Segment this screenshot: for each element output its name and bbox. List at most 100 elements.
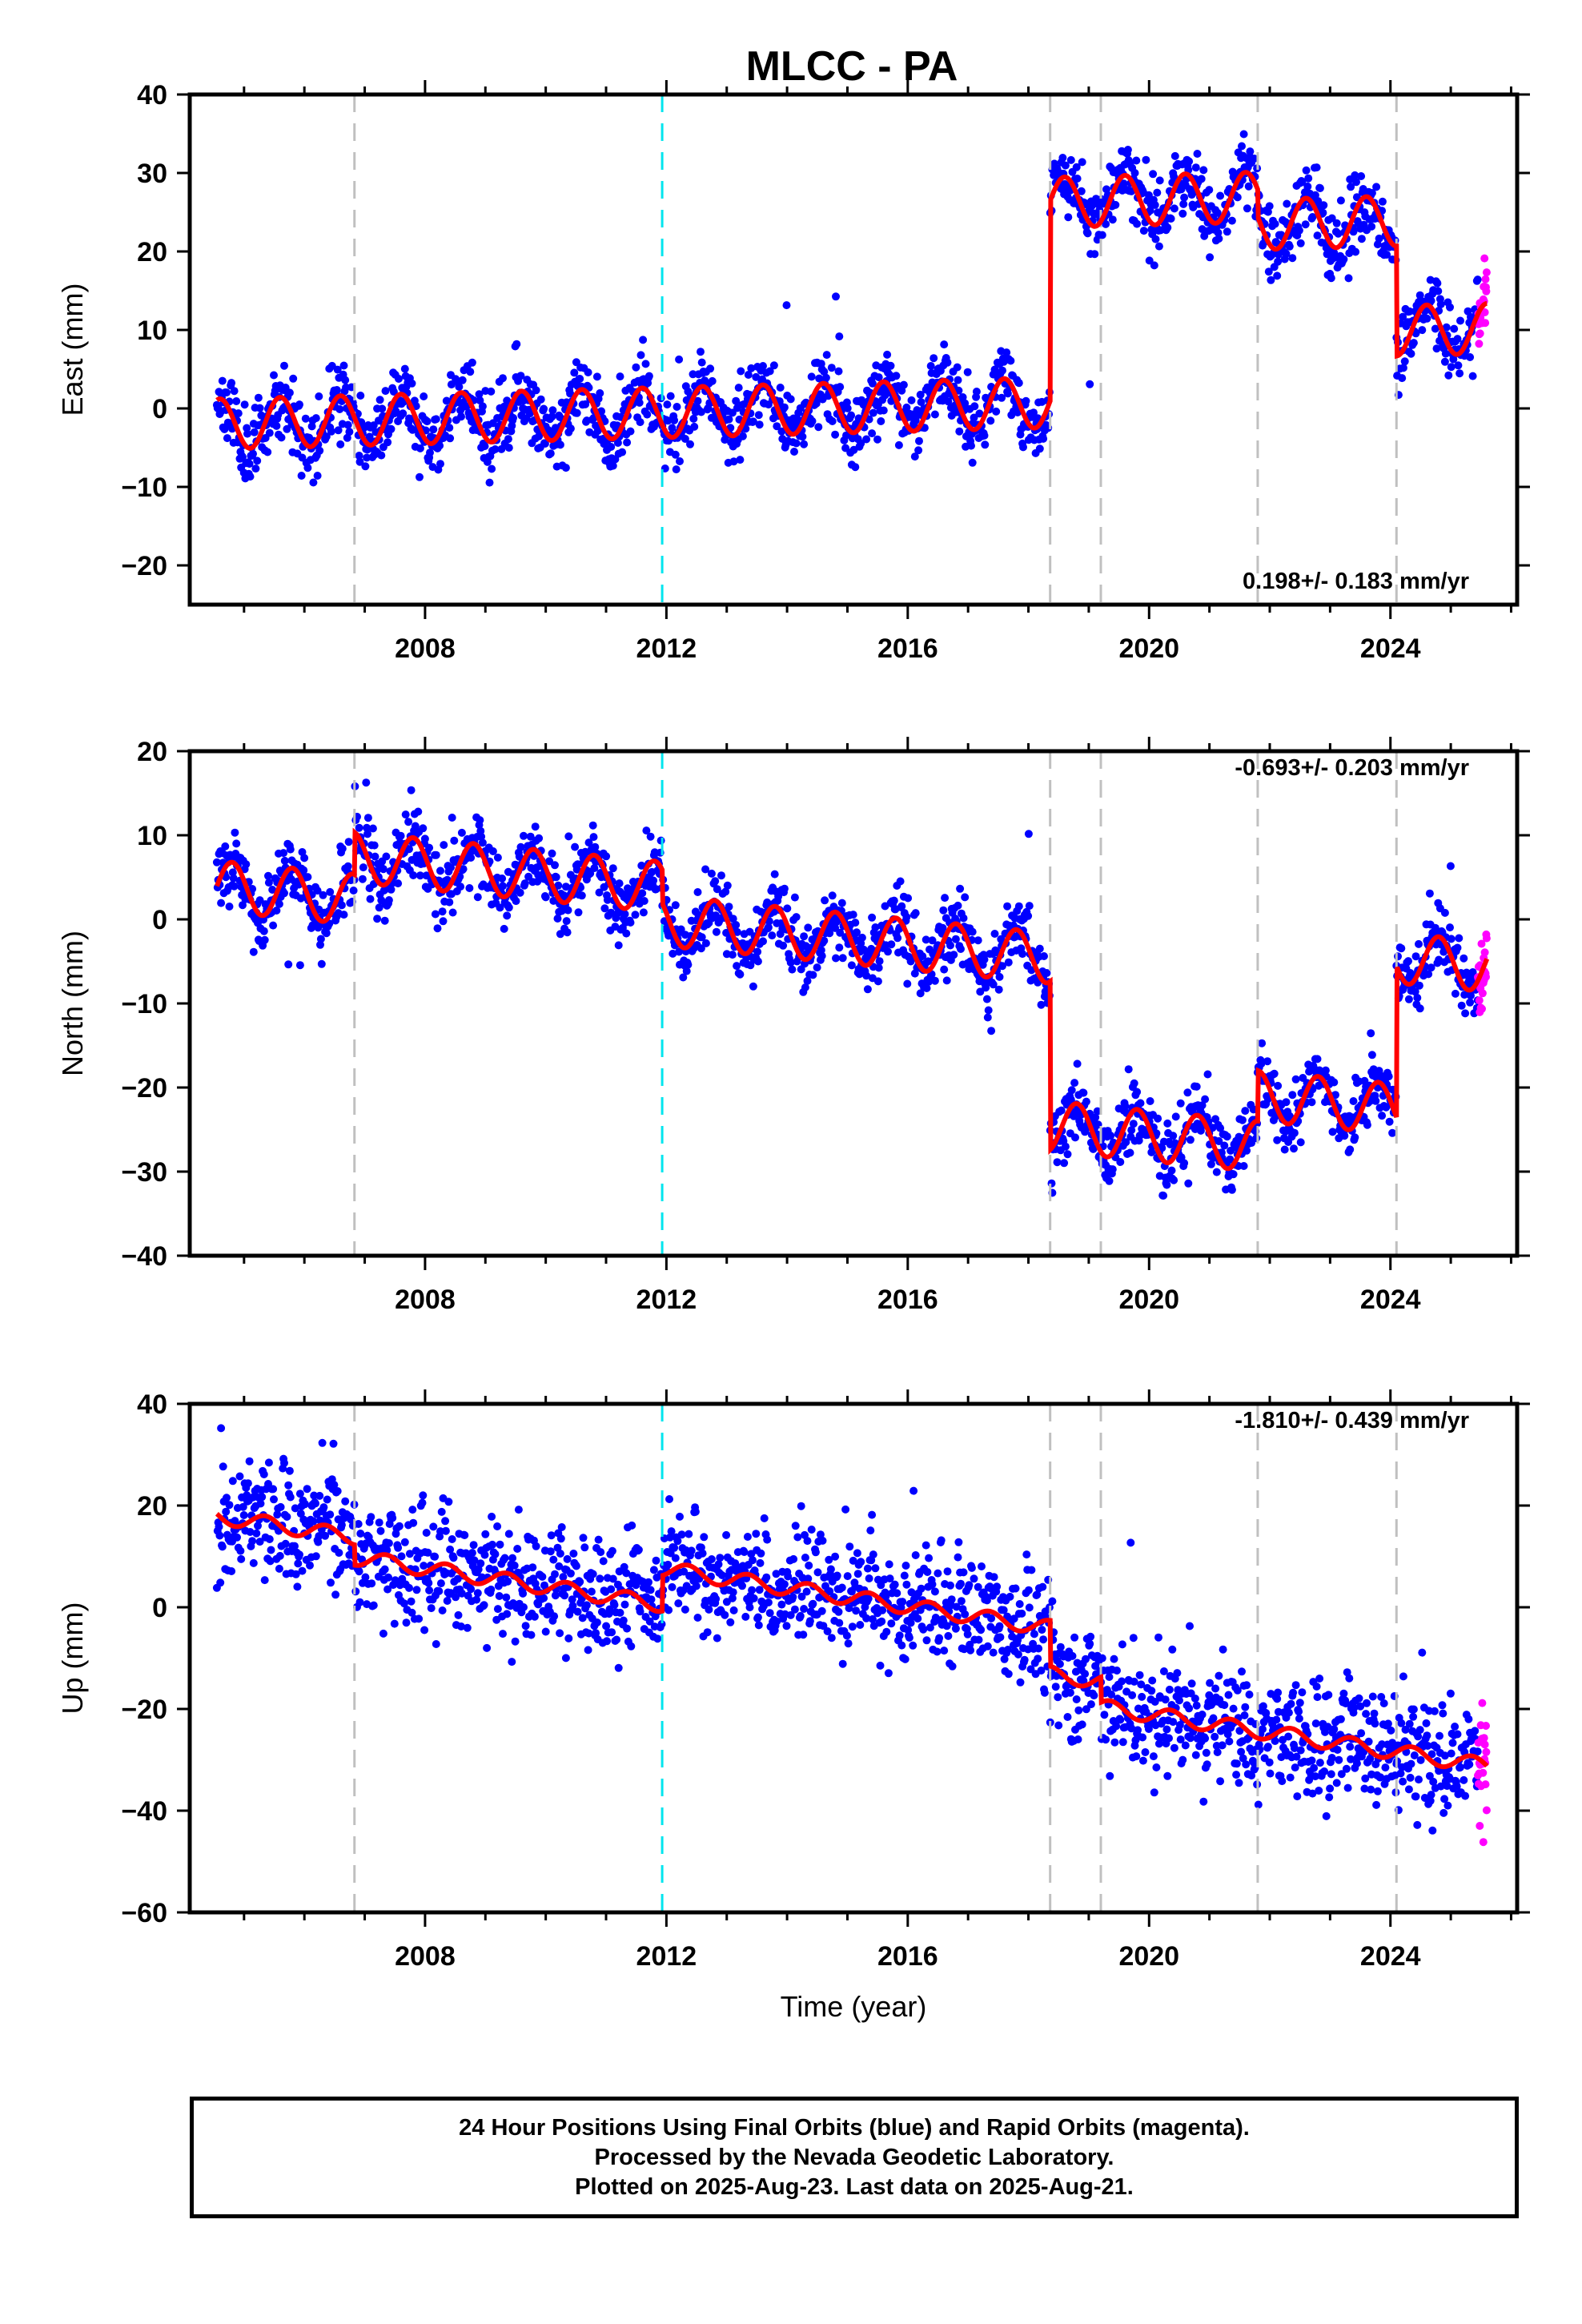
final-point [272,907,281,915]
final-point [588,821,597,830]
final-point [264,871,272,880]
final-point [322,432,331,441]
final-point [1169,1132,1178,1140]
final-point [590,864,599,872]
final-point [564,832,573,841]
final-point [1282,249,1291,258]
final-point [632,363,640,372]
final-point [847,411,856,420]
final-point [868,913,877,922]
final-point [716,1554,725,1562]
final-point [959,1568,968,1577]
final-point [866,1526,875,1535]
final-point [388,1514,397,1522]
final-point [401,810,410,819]
final-point [1451,989,1460,998]
final-point [813,963,821,972]
final-point [1142,155,1150,164]
rapid-point [1480,948,1489,957]
final-point [676,457,684,465]
final-point [717,871,725,880]
final-point [899,380,908,389]
final-point [868,429,877,438]
final-point [259,927,268,935]
final-point [692,1582,701,1590]
final-point [516,372,525,380]
final-point [1024,830,1033,838]
final-point [301,1500,309,1509]
final-point [600,904,609,913]
final-point [986,416,995,425]
final-point [1170,151,1179,160]
final-point [569,1550,578,1558]
final-point [765,1609,774,1618]
final-point [857,933,866,942]
final-point [508,1554,517,1562]
final-point [377,451,386,460]
final-point [1193,150,1202,158]
final-point [1166,215,1175,223]
final-point [511,1637,520,1646]
final-point [228,868,237,877]
x-tick-label: 2012 [636,633,697,664]
final-point [223,434,231,443]
final-point [519,1589,528,1598]
final-point [237,1554,246,1563]
final-point [848,1622,857,1631]
final-point [572,408,581,417]
final-point [930,410,939,419]
final-point [749,417,757,426]
final-point [1239,130,1248,139]
rapid-point [1482,287,1491,296]
final-point [1327,274,1335,283]
final-point [756,1558,765,1567]
final-point [1346,1145,1355,1154]
final-point [581,400,590,408]
final-point [409,1518,418,1527]
final-point [1030,408,1038,417]
final-point [1351,171,1359,179]
final-point [520,831,528,840]
final-point [686,440,694,448]
final-point [394,1543,403,1552]
final-point [541,1627,550,1636]
final-point [436,1579,445,1588]
final-point [671,1554,680,1562]
final-point [270,1495,278,1504]
final-point [976,987,985,996]
final-point [1455,934,1464,943]
final-point [820,368,829,376]
final-point [232,397,241,405]
final-point [777,427,786,436]
final-point [800,440,809,448]
final-point [729,457,738,466]
final-point [1267,275,1275,284]
final-point [338,844,347,853]
final-point [1296,239,1305,247]
final-point [938,923,947,932]
final-point [1415,981,1423,990]
final-point [1352,178,1360,187]
velocity-label: 0.198+/- 0.183 mm/yr [1243,569,1469,594]
final-point [838,1659,847,1668]
final-point [493,1522,502,1530]
final-point [671,450,680,459]
final-point [779,941,788,950]
final-point [1423,314,1431,323]
final-point [618,448,627,456]
final-point [944,1631,953,1640]
final-point [284,960,293,969]
final-point [483,1643,492,1652]
final-point [594,1535,603,1544]
final-point [644,1578,652,1586]
final-point [502,1593,511,1602]
velocity-label: -0.693+/- 0.203 mm/yr [1235,755,1469,781]
final-point [478,402,487,411]
final-point [286,845,295,854]
final-point [561,464,570,472]
final-point [1264,267,1273,276]
final-point [877,1617,886,1626]
final-point [956,884,965,893]
final-point [588,1570,597,1578]
